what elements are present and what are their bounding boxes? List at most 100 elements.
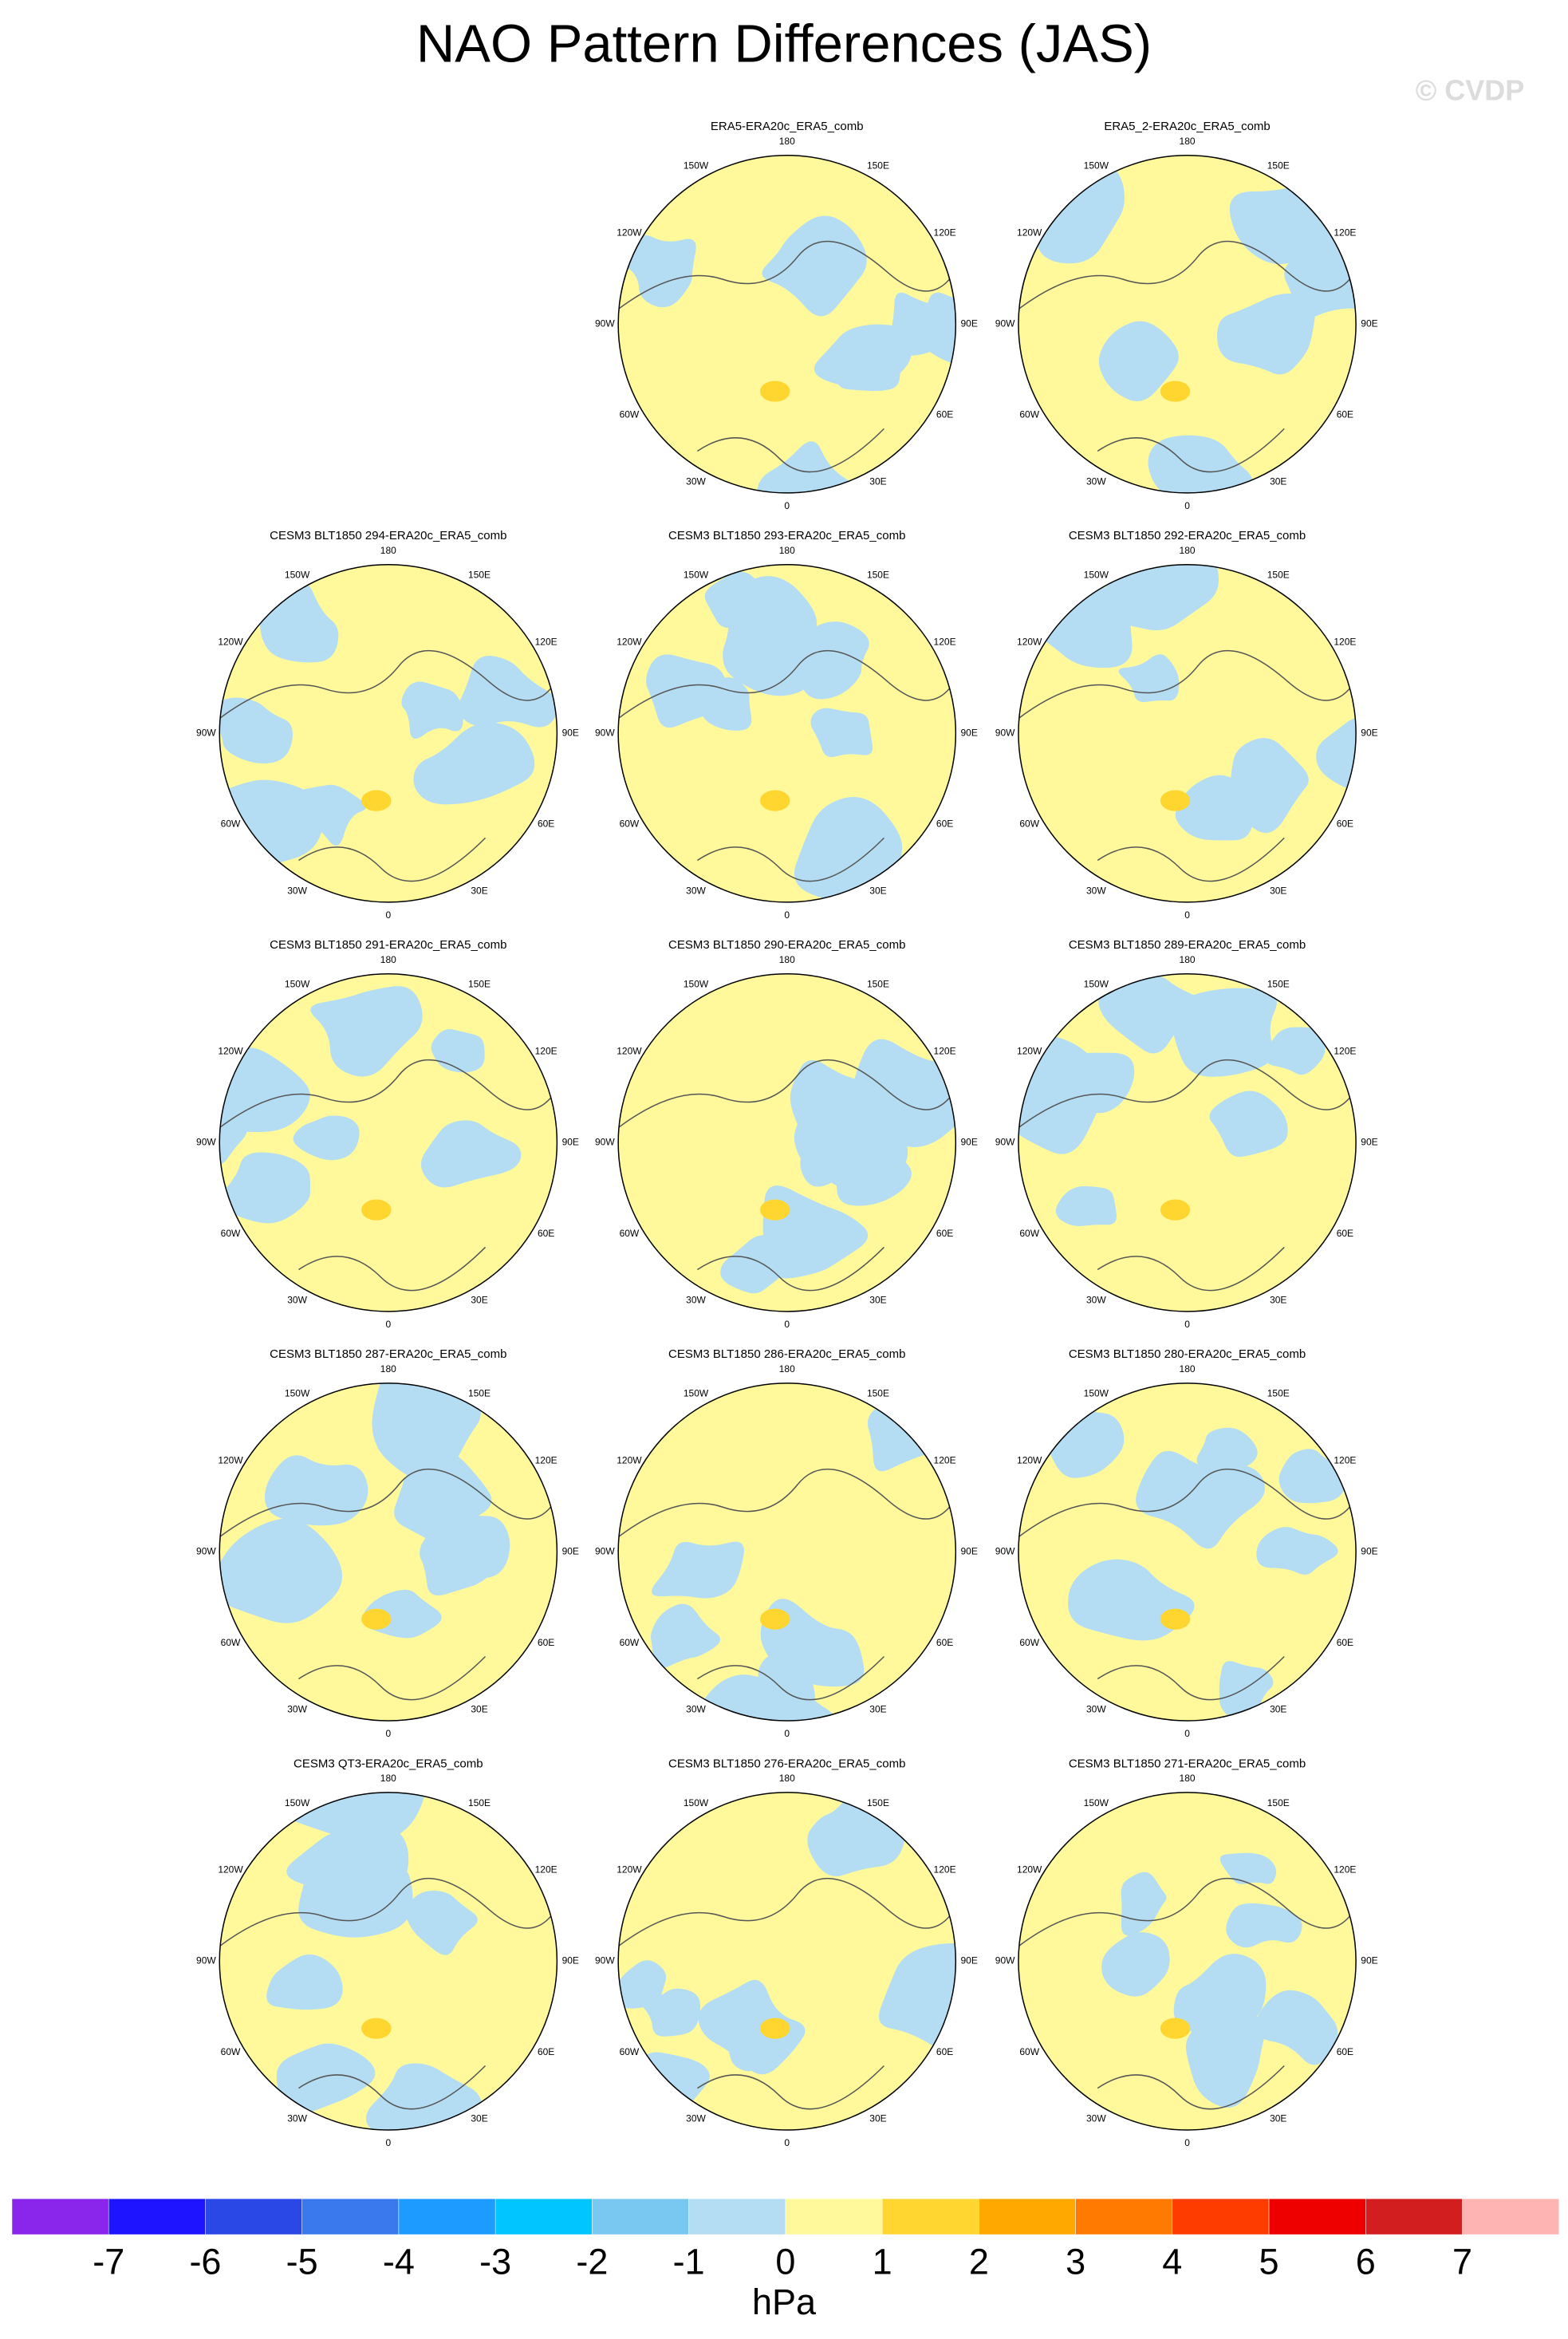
field (618, 571, 956, 901)
positive-anomaly (361, 1608, 392, 1630)
negative-anomaly (792, 621, 869, 700)
longitude-label: 60W (620, 409, 640, 420)
longitude-label: 60W (221, 2046, 241, 2057)
colorbar-box (205, 2198, 302, 2235)
longitude-label: 60E (936, 1637, 953, 1648)
map-outline (219, 1792, 558, 2131)
longitude-label: 150W (1084, 1797, 1109, 1808)
longitude-label: 60W (1019, 1637, 1039, 1648)
longitude-label: 120E (1334, 1864, 1356, 1875)
longitude-label: 90W (196, 1955, 216, 1966)
longitude-label: 120E (934, 636, 956, 647)
longitude-label: 0 (784, 1319, 790, 1330)
panel-title: CESM3 BLT1850 286-ERA20c_ERA5_comb (668, 1347, 905, 1361)
map-panel: CESM3 BLT1850 271-ERA20c_ERA5_comb 180 150… (995, 1757, 1378, 2148)
longitude-label: 90W (995, 1137, 1015, 1148)
map-outline (617, 1382, 957, 1722)
longitude-label: 0 (784, 2137, 790, 2148)
longitude-label: 90E (562, 1955, 579, 1966)
negative-anomaly (807, 1792, 904, 1876)
map-panel: ERA5_2-ERA20c_ERA5_comb 180 150E 120E 90E 60E… (995, 120, 1378, 511)
positive-anomaly (361, 790, 392, 811)
longitude-label: 90E (1361, 1137, 1377, 1148)
map-outline (219, 1382, 558, 1722)
panel-title: CESM3 QT3-ERA20c_ERA5_comb (294, 1757, 483, 1770)
longitude-label: 150W (684, 1797, 709, 1808)
negative-anomaly (1173, 1954, 1267, 2046)
longitude-label: 150E (867, 1388, 889, 1399)
longitude-label: 120W (218, 1045, 243, 1056)
longitude-label: 30E (1270, 2112, 1286, 2124)
longitude-label: 180 (1180, 954, 1196, 965)
longitude-label: 90E (1361, 1546, 1377, 1557)
negative-anomaly (1101, 1932, 1170, 1997)
colorbar-label: 5 (1259, 2241, 1279, 2282)
longitude-label: 60W (620, 1228, 640, 1239)
longitude-label: 90W (595, 1955, 615, 1966)
longitude-label: 90W (995, 318, 1015, 329)
negative-anomaly (794, 796, 905, 901)
map-panel: CESM3 QT3-ERA20c_ERA5_comb 180 150E 120E 90E… (196, 1757, 579, 2148)
positive-anomaly (1160, 381, 1191, 402)
panel-title: CESM3 BLT1850 287-ERA20c_ERA5_comb (270, 1347, 506, 1361)
coastline (219, 1052, 557, 1292)
longitude-label: 150W (285, 570, 310, 581)
longitude-label: 90W (595, 1137, 615, 1148)
field (618, 1398, 956, 1721)
colorbar-label: -4 (383, 2241, 415, 2282)
longitude-label: 30E (1270, 1294, 1286, 1305)
negative-anomaly (276, 2043, 376, 2115)
figure-title: NAO Pattern Differences (JAS) (416, 14, 1152, 74)
longitude-label: 60W (221, 1228, 241, 1239)
negative-anomaly (1055, 1185, 1117, 1227)
longitude-label: 180 (1180, 545, 1196, 556)
longitude-label: 120E (934, 227, 956, 238)
negative-anomaly (401, 681, 463, 739)
coastline (1018, 234, 1357, 473)
longitude-label: 0 (1184, 500, 1190, 511)
positive-anomaly (361, 1199, 392, 1221)
longitude-label: 90E (562, 728, 579, 739)
negative-anomaly (1231, 738, 1309, 834)
positive-anomaly (1160, 790, 1191, 811)
panel-title: CESM3 BLT1850 290-ERA20c_ERA5_comb (668, 938, 905, 952)
longitude-label: 30E (869, 2112, 886, 2124)
negative-anomaly (1037, 1052, 1135, 1114)
colorbar-label: 2 (969, 2241, 989, 2282)
map-outline (1018, 973, 1357, 1312)
field (618, 1039, 956, 1294)
longitude-label: 30E (1270, 475, 1286, 487)
negative-anomaly (219, 1099, 248, 1168)
colorbar-box (1172, 2198, 1270, 2235)
longitude-label: 60W (1019, 2046, 1039, 2057)
coastline (219, 643, 557, 882)
map-outline (1018, 564, 1357, 903)
longitude-label: 60E (538, 818, 554, 830)
colorbar-box (881, 2198, 979, 2235)
positive-anomaly (1160, 1608, 1191, 1630)
longitude-label: 120W (218, 1864, 243, 1875)
longitude-label: 30E (869, 1294, 886, 1305)
colorbar-label: -7 (93, 2241, 124, 2282)
longitude-label: 180 (779, 136, 795, 147)
longitude-label: 150E (867, 160, 889, 172)
positive-anomaly (760, 1608, 790, 1630)
longitude-label: 180 (380, 545, 396, 556)
map-outline (219, 564, 558, 903)
longitude-label: 180 (779, 954, 795, 965)
longitude-label: 30E (1270, 885, 1286, 896)
longitude-label: 30E (471, 885, 487, 896)
longitude-label: 120E (1334, 1045, 1356, 1056)
panel-title: CESM3 BLT1850 292-ERA20c_ERA5_comb (1069, 529, 1306, 542)
map-disc (1018, 1792, 1357, 2131)
map-outline (617, 564, 957, 903)
negative-anomaly (1098, 321, 1179, 401)
longitude-label: 120E (934, 1864, 956, 1875)
map-disc (618, 155, 956, 493)
colorbar-label: 3 (1066, 2241, 1085, 2282)
longitude-label: 120W (1017, 1864, 1042, 1875)
longitude-label: 60E (936, 818, 953, 830)
longitude-label: 120W (1017, 636, 1042, 647)
panel-title: ERA5-ERA20c_ERA5_comb (711, 120, 864, 133)
colorbar-label: -1 (673, 2241, 705, 2282)
